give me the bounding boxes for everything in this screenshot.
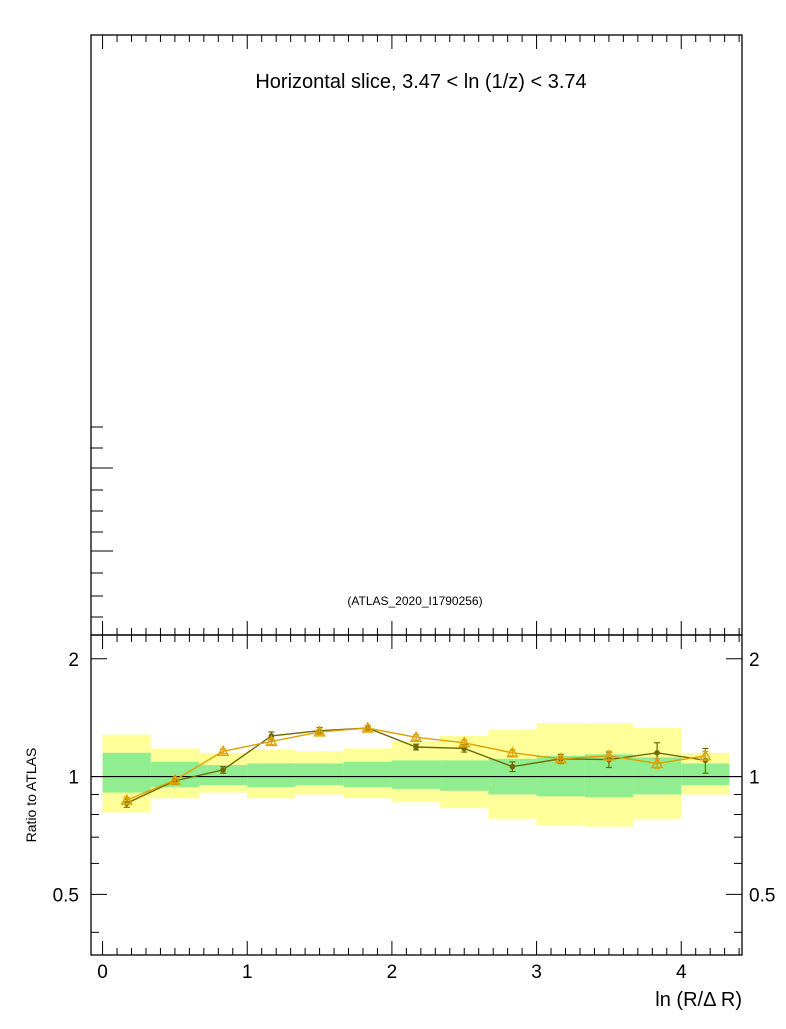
y-tick-label-right: 0.5 [749, 885, 775, 906]
y-tick-label-left: 1 [68, 768, 79, 789]
data-point-triangle [313, 725, 326, 737]
data-point-triangle [506, 746, 519, 758]
main-panel: Horizontal slice, 3.47 < ln (1/z) < 3.74… [90, 34, 743, 636]
data-point-triangle [602, 749, 616, 761]
stat-band-bin [681, 763, 730, 786]
data-point-circle [413, 744, 419, 750]
ratio-panel: 0 1 2 3 4 0.5 0.5 1 1 2 2 Ratio to ATLAS ln (R/Δ … [23, 634, 776, 1011]
y-tick-label-right: 1 [749, 768, 760, 789]
mc-series-layer [120, 721, 712, 808]
stat-band-bin [102, 752, 151, 793]
data-point-triangle [361, 721, 374, 733]
main-panel-frame [90, 34, 743, 636]
data-point-triangle [168, 773, 182, 785]
stat-band-bin [391, 760, 441, 789]
data-point-triangle [554, 752, 567, 764]
x-tick-label: 0 [97, 962, 108, 983]
y-tick-label-left: 0.5 [53, 885, 79, 906]
data-point-circle [509, 763, 516, 770]
data-point-triangle [458, 736, 471, 748]
stat-band-bin [295, 763, 344, 786]
data-point-triangle [699, 749, 712, 761]
ratio-panel-frame [90, 634, 743, 956]
stat-band-bin [343, 761, 392, 788]
ratio-panel-ticks [91, 635, 742, 955]
data-point-circle [220, 767, 226, 773]
data-point-circle [654, 750, 660, 756]
data-point-triangle [409, 730, 423, 742]
main-panel-title: Horizontal slice, 3.47 < ln (1/z) < 3.74 [255, 71, 586, 93]
reference-data-label: (ATLAS_2020_I1790256) [347, 594, 482, 608]
x-tick-label: 4 [676, 962, 687, 983]
y-tick-labels: 0.5 0.5 1 1 2 2 [53, 650, 776, 907]
y-tick-label-right: 2 [749, 650, 760, 671]
x-tick-label: 1 [242, 962, 253, 983]
data-point-triangle [120, 793, 133, 805]
x-tick-labels: 0 1 2 3 4 [97, 962, 687, 983]
stat-band-bin [440, 760, 489, 791]
stat-band-bin [199, 765, 248, 786]
series-mc-b [120, 721, 712, 805]
data-point-triangle [265, 734, 278, 747]
main-panel-ticks [91, 35, 740, 635]
y-axis-label: Ratio to ATLAS [23, 748, 39, 843]
stat-band-bin [247, 763, 296, 788]
data-point-triangle [216, 744, 230, 757]
x-tick-label: 3 [531, 962, 542, 983]
y-tick-label-left: 2 [68, 650, 79, 671]
x-tick-label: 2 [387, 962, 398, 983]
x-axis-label: ln (R/Δ R) [655, 989, 742, 1011]
data-point-triangle [650, 757, 664, 769]
